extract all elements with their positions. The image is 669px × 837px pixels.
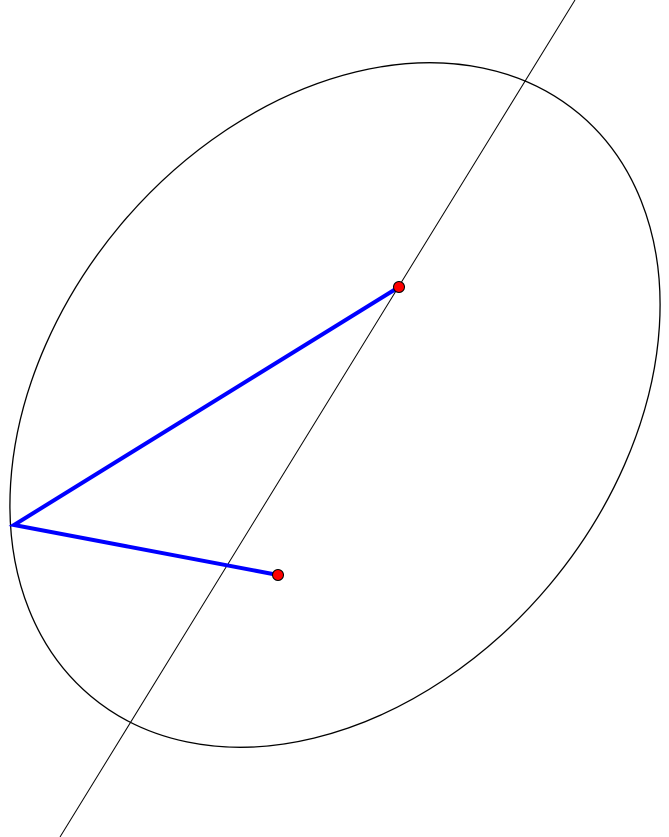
ellipse-diagram: [0, 0, 669, 837]
major-axis-line: [60, 0, 575, 837]
focal-radii-polyline: [14, 287, 399, 575]
focus-point-1: [394, 282, 405, 293]
ellipse-outline: [0, 0, 669, 837]
focus-point-2: [273, 570, 284, 581]
